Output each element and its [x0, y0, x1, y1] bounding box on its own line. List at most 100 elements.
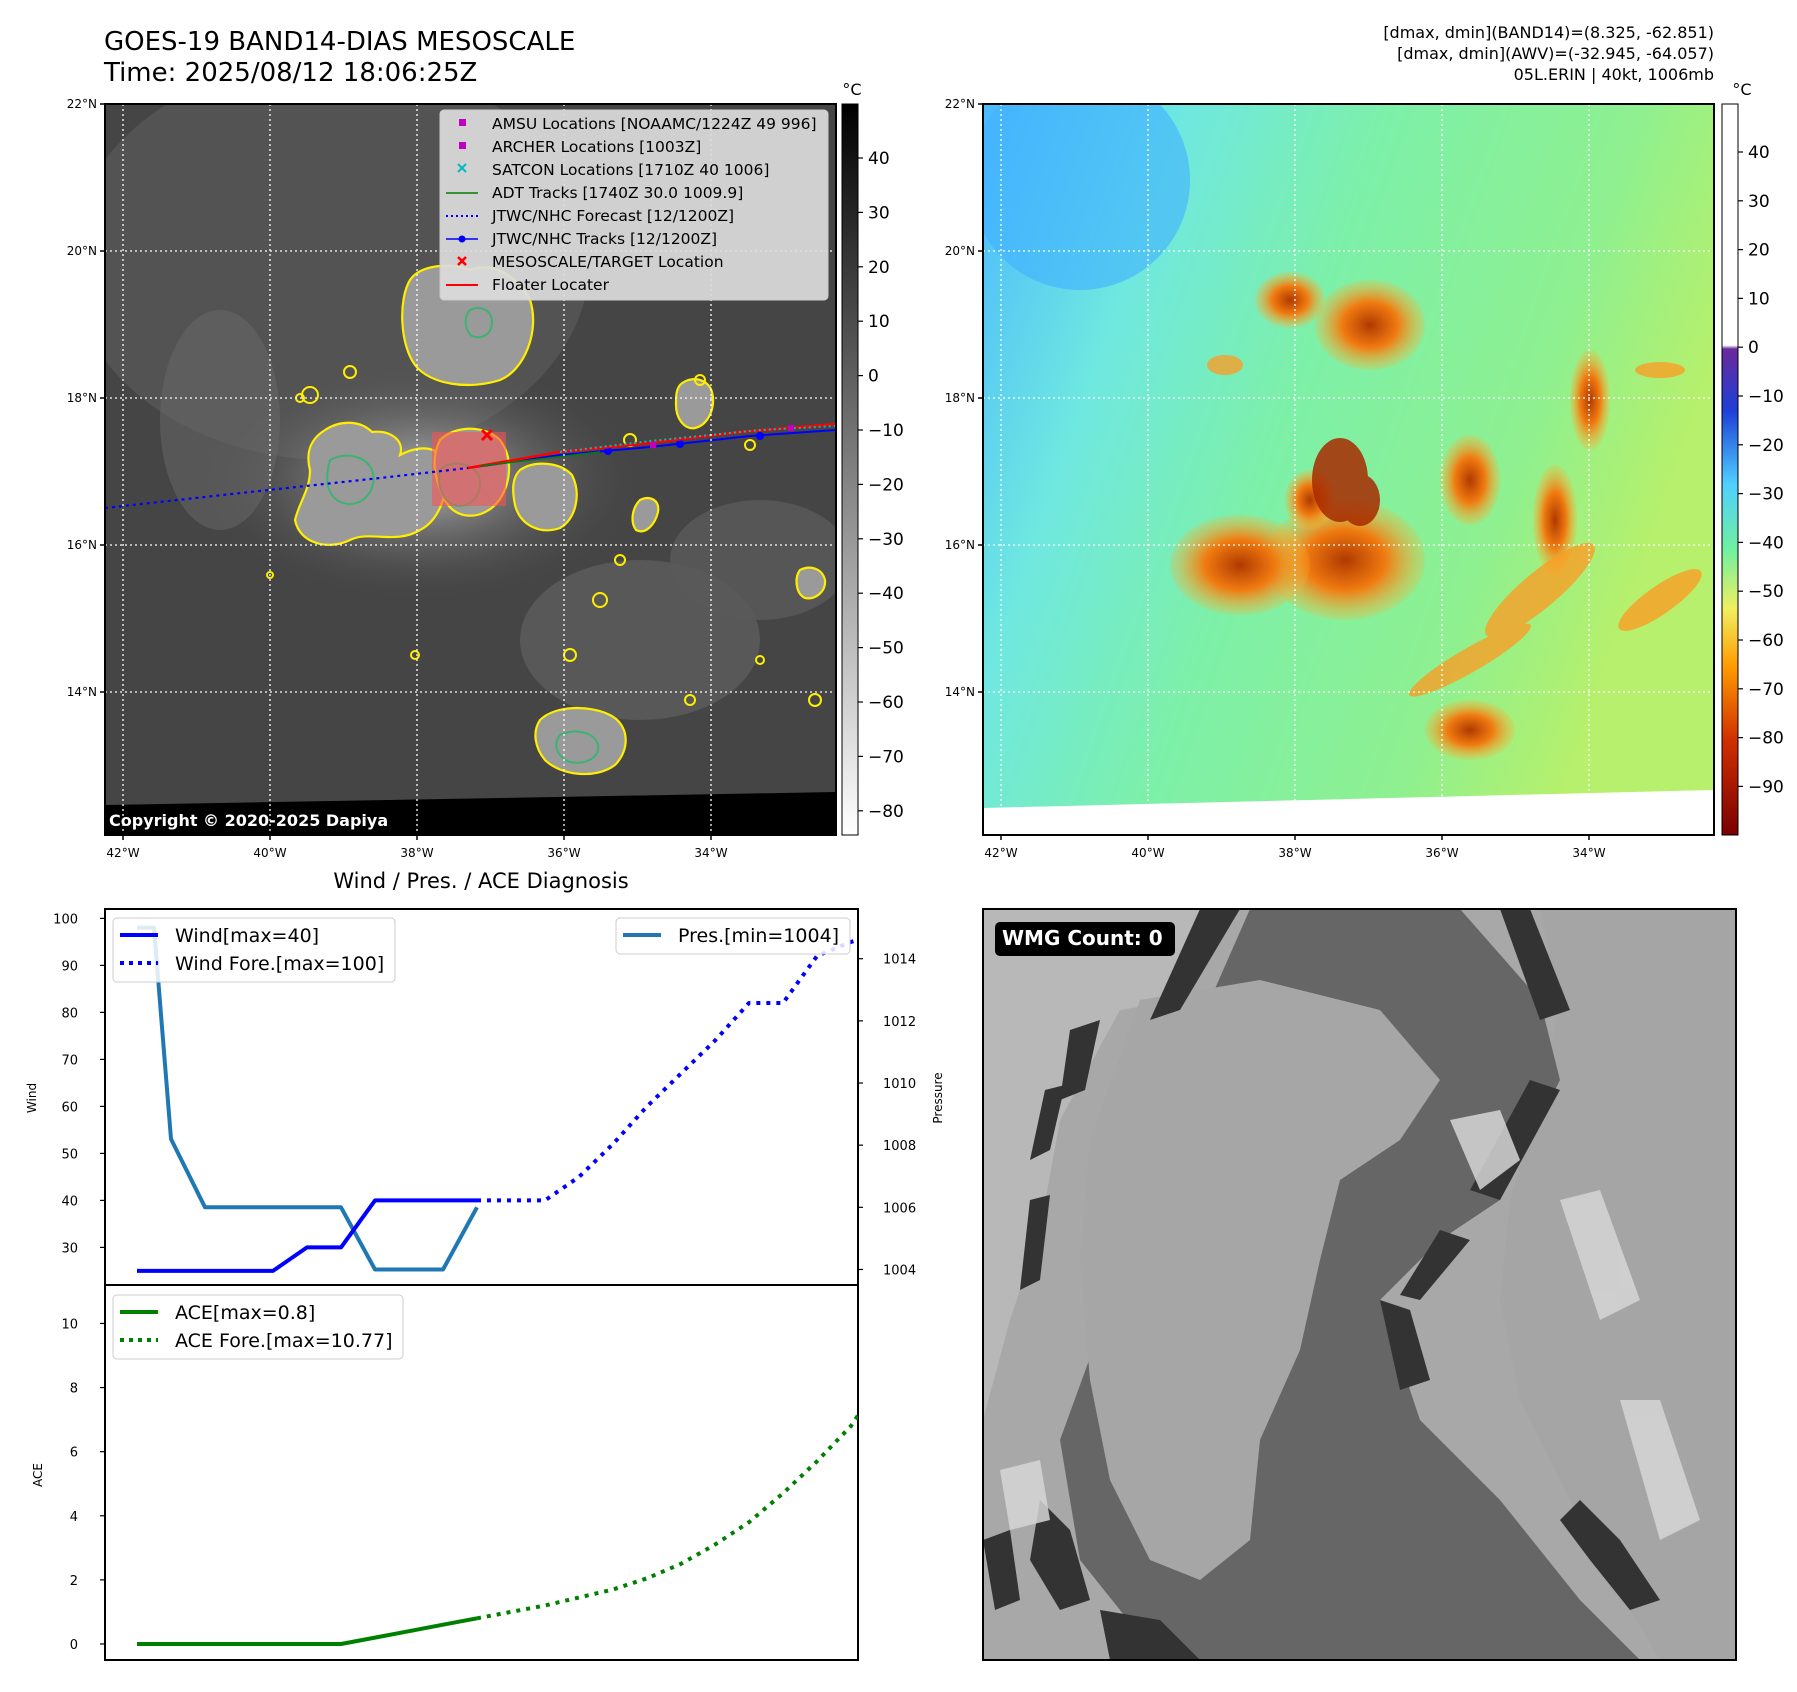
wmg-dark-edges	[983, 909, 1660, 1660]
wind-ytick-label: 100	[53, 912, 78, 927]
adt-track	[479, 451, 601, 467]
wv-cbar-label: −90	[1748, 777, 1784, 797]
wv-cbar-label: 10	[1748, 289, 1770, 309]
copyright-text: Copyright © 2020-2025 Dapiya	[109, 811, 388, 830]
ir-cbar-label: −20	[868, 475, 904, 495]
ir-lat-label: 16°N	[67, 538, 97, 552]
wv-axis-ticks: 22°N 20°N 18°N 16°N 14°N 42°W 40°W 38°W 36°W 34°W	[945, 97, 1606, 860]
wv-lon-label: 38°W	[1278, 846, 1311, 860]
ir-cbar-label: −60	[868, 693, 904, 713]
wmg-count-label: WMG Count: 0	[1002, 926, 1163, 950]
wind-legend-label: Wind[max=40]	[175, 925, 319, 947]
wind-ytick-label: 70	[61, 1053, 78, 1068]
wmg-imagery	[983, 909, 1736, 1660]
wv-lon-label: 40°W	[1131, 846, 1164, 860]
ir-lat-label: 14°N	[67, 685, 97, 699]
ir-cbar-label: −80	[868, 802, 904, 822]
wv-cbar-label: −80	[1748, 729, 1784, 749]
wind-ytick-label: 50	[61, 1147, 78, 1162]
ir-lon-label: 42°W	[106, 846, 139, 860]
pressure-legend-label: Pres.[min=1004]	[678, 925, 839, 947]
ir-legend-entry: Floater Locater	[492, 276, 610, 294]
ir-cbar-label: 30	[868, 203, 890, 223]
wv-cbar-label: −40	[1748, 533, 1784, 553]
wv-lat-label: 18°N	[945, 391, 975, 405]
pressure-ytick-label: 1008	[883, 1139, 916, 1154]
wv-cbar-label: −20	[1748, 436, 1784, 456]
ir-lon-label: 38°W	[400, 846, 433, 860]
pressure-axis-label: Pressure	[931, 1072, 945, 1123]
target-marker	[480, 428, 494, 442]
ace-chart: 0 2 4 6 8 10 ACE ACE[max=0.8] ACE Fore.[max=1…	[31, 1284, 859, 1661]
ir-legend-entry: ADT Tracks [1740Z 30.0 1009.9]	[492, 184, 743, 202]
ir-cbar-label: 10	[868, 312, 890, 332]
diagnosis-title: Wind / Pres. / ACE Diagnosis	[333, 869, 628, 893]
ir-legend-entry: MESOSCALE/TARGET Location	[492, 253, 724, 271]
ir-axis-ticks: 22°N 20°N 18°N 16°N 14°N 42°W 40°W 38°W 36°W 34°W	[67, 97, 728, 860]
ir-legend-entry: JTWC/NHC Tracks [12/1200Z]	[491, 230, 717, 248]
pressure-ytick-label: 1012	[883, 1015, 916, 1030]
forecast-track	[105, 466, 469, 510]
stats-awv: [dmax, dmin](AWV)=(-32.945, -64.057)	[1397, 44, 1714, 63]
wv-lon-label: 36°W	[1425, 846, 1458, 860]
ir-legend-entry: ARCHER Locations [1003Z]	[492, 138, 701, 156]
ir-legend-entry: SATCON Locations [1710Z 40 1006]	[492, 161, 769, 179]
wind-legend: Wind[max=40] Wind Fore.[max=100]	[112, 917, 396, 983]
wv-cbar-label: 20	[1748, 241, 1770, 261]
wv-cbar-label: 30	[1748, 192, 1770, 212]
ace-ytick-label: 6	[70, 1446, 78, 1461]
ir-lat-label: 22°N	[67, 97, 97, 111]
wv-cbar-label: −50	[1748, 582, 1784, 602]
ir-cbar-label: 0	[868, 367, 879, 387]
ir-cbar-label: −70	[868, 747, 904, 767]
wv-cbar-label: −10	[1748, 387, 1784, 407]
ir-cbar-label: −30	[868, 530, 904, 550]
wv-colorbar	[1721, 103, 1739, 836]
wv-map-panel: 22°N 20°N 18°N 16°N 14°N 42°W 40°W 38°W 36°W 34°W…	[945, 80, 1784, 860]
wv-imagery	[983, 104, 1714, 835]
ir-cbar-label: 20	[868, 258, 890, 278]
wmg-panel: WMG Count: 0	[982, 908, 1737, 1661]
wind-ytick-label: 80	[61, 1006, 78, 1021]
ir-cbar-label: 40	[868, 149, 890, 169]
ir-colorbar	[841, 103, 859, 836]
wv-cbar-label: −60	[1748, 631, 1784, 651]
stats-storm: 05L.ERIN | 40kt, 1006mb	[1514, 65, 1714, 84]
wv-cbar-label: 40	[1748, 143, 1770, 163]
pressure-line	[137, 925, 479, 1272]
ir-cbar-label: −40	[868, 584, 904, 604]
wv-lat-label: 20°N	[945, 244, 975, 258]
figure-time: Time: 2025/08/12 18:06:25Z	[103, 58, 477, 88]
ir-legend-entry: AMSU Locations [NOAAMC/1224Z 49 996]	[492, 115, 817, 133]
ace-ytick-label: 8	[70, 1382, 78, 1397]
ir-lat-label: 18°N	[67, 391, 97, 405]
wind-axis-label: Wind	[25, 1083, 39, 1113]
ace-forecast-line	[476, 1411, 858, 1621]
figure-title: GOES-19 BAND14-DIAS MESOSCALE	[104, 27, 575, 57]
ir-map-panel: Copyright © 2020-2025 Dapiya 22°N 20°N 18°…	[67, 80, 904, 860]
ir-cbar-label: −50	[868, 639, 904, 659]
wv-lat-label: 22°N	[945, 97, 975, 111]
wv-lon-label: 34°W	[1572, 846, 1605, 860]
stats-band14: [dmax, dmin](BAND14)=(8.325, -62.851)	[1383, 23, 1714, 42]
pressure-legend: Pres.[min=1004]	[615, 917, 851, 955]
ace-ytick-label: 0	[70, 1638, 78, 1653]
wv-lon-label: 42°W	[984, 846, 1017, 860]
ace-ytick-label: 4	[70, 1510, 78, 1525]
ir-colorbar-unit: °C	[842, 80, 861, 99]
ir-lon-label: 34°W	[694, 846, 727, 860]
wind-line	[137, 1198, 477, 1273]
pressure-ytick-label: 1004	[883, 1263, 916, 1278]
wv-cbar-label: 0	[1748, 338, 1759, 358]
wind-forecast-legend-label: Wind Fore.[max=100]	[175, 953, 384, 975]
ace-axis-label: ACE	[31, 1463, 45, 1487]
amsu-markers	[650, 425, 794, 448]
ir-legend-entry: JTWC/NHC Forecast [12/1200Z]	[491, 207, 734, 225]
wind-ytick-label: 40	[61, 1194, 78, 1209]
ace-ytick-label: 2	[70, 1574, 78, 1589]
wv-lat-label: 14°N	[945, 685, 975, 699]
wind-pressure-chart: Wind / Pres. / ACE Diagnosis 30 40 50 60 70 8…	[25, 869, 945, 1286]
ace-legend-label: ACE[max=0.8]	[175, 1302, 315, 1324]
ir-legend: AMSU Locations [NOAAMC/1224Z 49 996] ARCH…	[439, 109, 829, 301]
